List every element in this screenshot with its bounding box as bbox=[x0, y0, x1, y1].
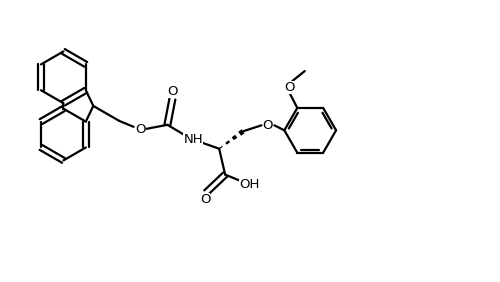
Text: O: O bbox=[284, 80, 295, 94]
Text: O: O bbox=[135, 123, 145, 136]
Text: NH: NH bbox=[184, 133, 203, 146]
Text: O: O bbox=[167, 85, 177, 98]
Text: O: O bbox=[200, 193, 210, 206]
Text: O: O bbox=[262, 119, 273, 132]
Text: OH: OH bbox=[239, 178, 259, 191]
